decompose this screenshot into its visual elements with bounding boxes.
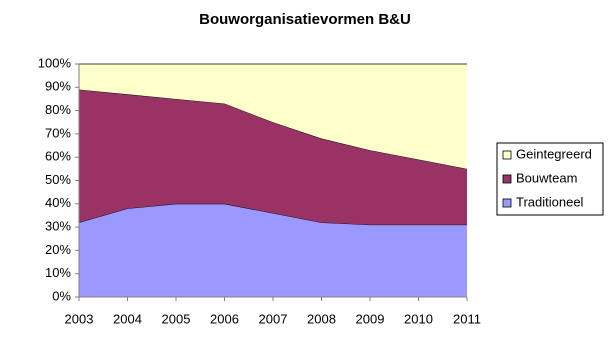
y-tick-label: 80% (45, 102, 71, 117)
x-tick-label: 2004 (113, 311, 142, 326)
x-tick-label: 2005 (162, 311, 191, 326)
x-tick-label: 2009 (356, 311, 385, 326)
y-tick-label: 90% (45, 79, 71, 94)
legend-swatch (502, 198, 512, 208)
legend-swatch (502, 150, 512, 160)
chart-title: Bouworganisatievormen B&U (199, 11, 411, 28)
x-tick-label: 2003 (65, 311, 94, 326)
area (79, 89, 467, 225)
legend-swatch (502, 174, 512, 184)
x-tick-label: 2011 (453, 311, 481, 326)
y-tick-label: 70% (45, 125, 71, 140)
y-tick-label: 40% (45, 195, 71, 210)
y-tick-label: 30% (45, 219, 71, 234)
x-tick-label: 2006 (210, 311, 239, 326)
y-tick-label: 60% (45, 149, 71, 164)
x-tick-label: 2007 (259, 311, 288, 326)
legend-label: Bouwteam (516, 170, 577, 185)
area (79, 203, 467, 297)
y-tick-label: 20% (45, 242, 71, 257)
y-tick-label: 50% (45, 172, 71, 187)
area (79, 64, 467, 169)
x-tick-label: 2008 (307, 311, 336, 326)
legend-label: Geintegreerd (516, 146, 592, 161)
y-tick-label: 100% (38, 55, 72, 70)
y-tick-label: 10% (45, 265, 71, 280)
legend-box (496, 142, 604, 216)
y-tick-label: 0% (52, 288, 71, 303)
legend-label: Traditioneel (516, 194, 584, 209)
x-tick-label: 2010 (404, 311, 433, 326)
